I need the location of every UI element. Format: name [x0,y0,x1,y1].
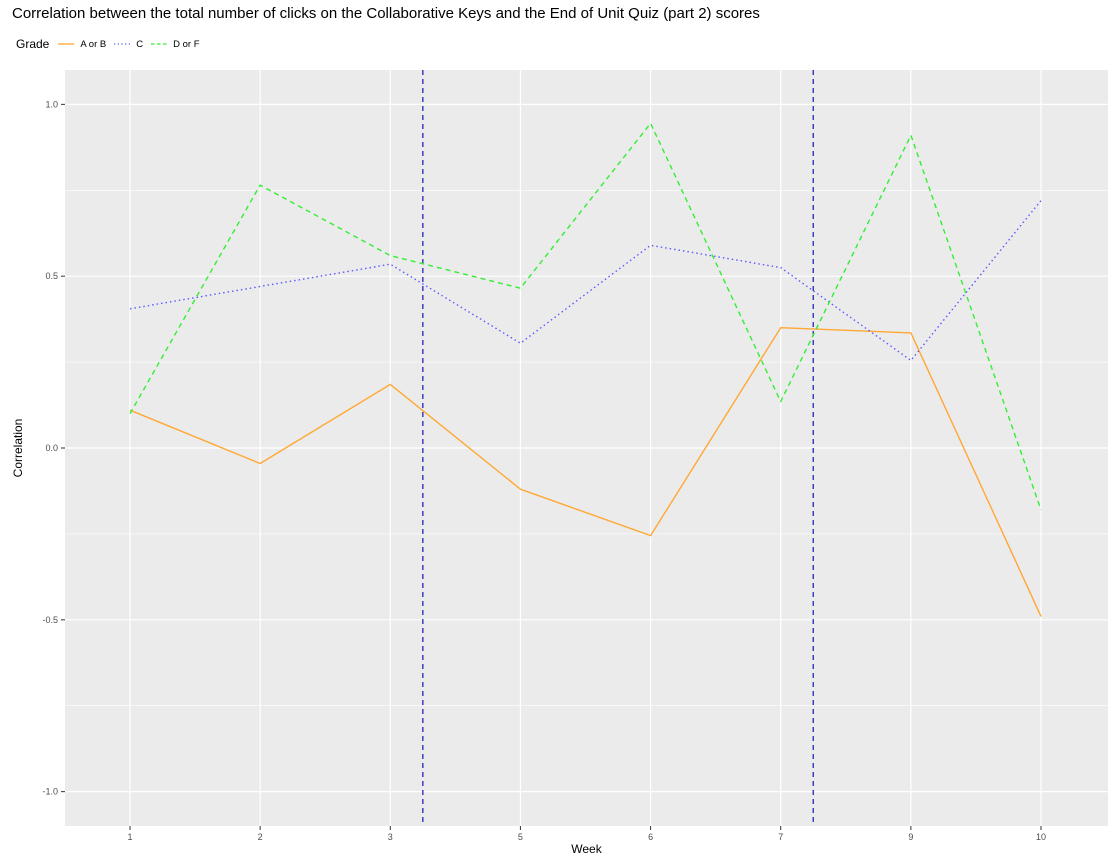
x-axis-ticks: 1 2 3 5 6 7 9 10 [127,826,1046,842]
x-tick-label: 1 [127,832,132,842]
series-line-a-or-b [129,327,1042,617]
legend-key-c [114,43,131,45]
y-tick-label: 0.0 [45,443,58,453]
series-line-c [129,200,1042,362]
x-tick-label: 6 [648,832,653,842]
legend-key-d-or-f [151,43,168,45]
y-tick-label: -0.5 [42,615,58,625]
x-tick-label: 5 [518,832,523,842]
chart-title: Correlation between the total number of … [12,5,760,22]
legend-key-a-or-b [58,43,75,45]
legend-item-c: C [113,39,143,50]
grid-minor [65,189,1108,707]
reference-lines [422,70,814,826]
legend-title: Grade [16,37,50,51]
legend-label-c: C [136,38,144,50]
x-tick-label: 9 [908,832,913,842]
legend-label-d-or-f: D or F [173,38,200,50]
series-lines [129,122,1042,617]
x-tick-label: 2 [258,832,263,842]
x-tick-label: 10 [1036,832,1046,842]
y-tick-label: 1.0 [45,99,58,109]
y-tick-label: 0.5 [45,271,58,281]
y-axis-ticks: -1.0 -0.5 0.0 0.5 1.0 [42,99,65,797]
legend: Grade A or B C D or F [16,37,207,51]
y-axis-label: Correlation [11,419,25,478]
legend-label-a-or-b: A or B [80,38,107,50]
legend-item-d-or-f: D or F [150,38,200,50]
y-tick-label: -1.0 [42,787,58,797]
x-tick-label: 3 [388,832,393,842]
series-line-d-or-f [129,122,1042,511]
x-tick-label: 7 [778,832,783,842]
grid-major [65,70,1108,826]
x-axis-label: Week [571,842,602,856]
legend-item-a-or-b: A or B [57,39,106,50]
